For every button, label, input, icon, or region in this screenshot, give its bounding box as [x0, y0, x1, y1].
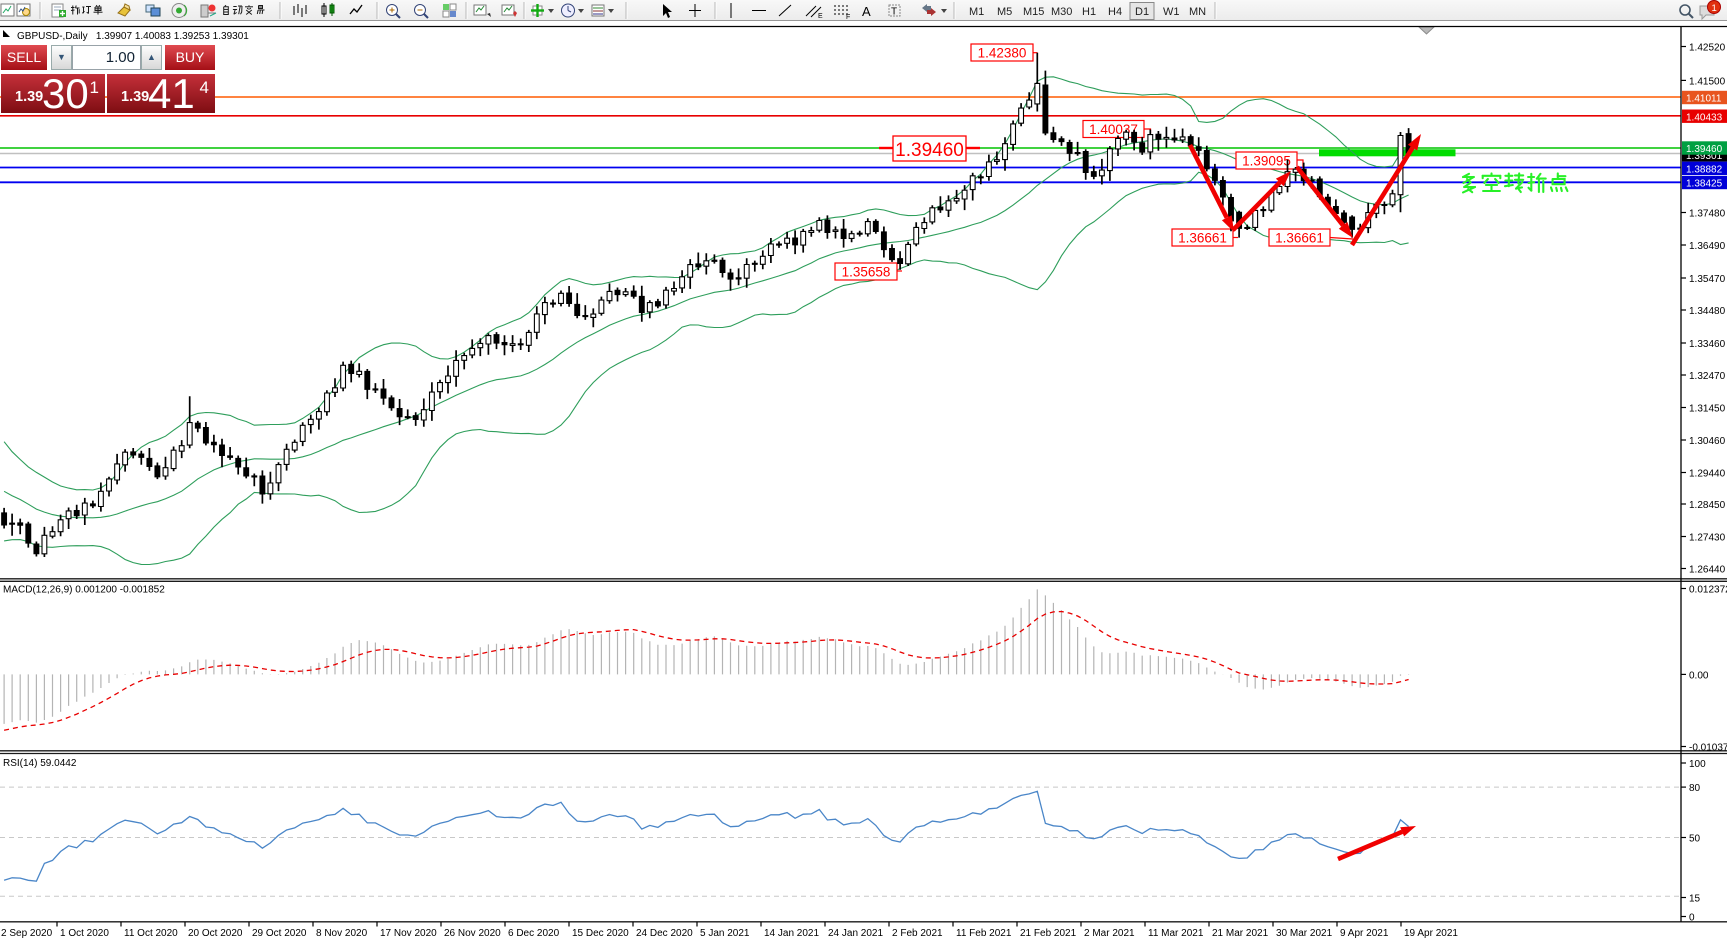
svg-text:1.32470: 1.32470: [1689, 371, 1726, 382]
svg-text:2 Mar 2021: 2 Mar 2021: [1084, 928, 1135, 939]
svg-text:19 Apr 2021: 19 Apr 2021: [1404, 928, 1458, 939]
svg-text:1.36661: 1.36661: [1178, 230, 1227, 245]
svg-text:8 Nov 2020: 8 Nov 2020: [316, 928, 368, 939]
svg-text:11 Feb 2021: 11 Feb 2021: [956, 928, 1012, 939]
svg-text:1.30460: 1.30460: [1689, 436, 1726, 447]
svg-text:1.40037: 1.40037: [1089, 122, 1138, 137]
svg-text:1.40433: 1.40433: [1686, 112, 1723, 123]
svg-text:1.39095: 1.39095: [1242, 153, 1291, 168]
svg-text:1.41011: 1.41011: [1686, 94, 1722, 105]
svg-text:F: F: [846, 14, 850, 21]
svg-text:9 Apr 2021: 9 Apr 2021: [1340, 928, 1389, 939]
svg-text:6 Dec 2020: 6 Dec 2020: [508, 928, 560, 939]
svg-text:H1: H1: [1082, 6, 1096, 18]
svg-text:1.37480: 1.37480: [1689, 209, 1726, 220]
svg-text:26 Nov 2020: 26 Nov 2020: [444, 928, 501, 939]
svg-text:1.33460: 1.33460: [1689, 339, 1726, 350]
svg-text:1.41500: 1.41500: [1689, 76, 1726, 87]
svg-text:11 Mar 2021: 11 Mar 2021: [1148, 928, 1204, 939]
svg-text:1.39460: 1.39460: [1686, 144, 1723, 155]
svg-text:1.27430: 1.27430: [1689, 533, 1726, 544]
svg-text:MN: MN: [1189, 6, 1206, 18]
svg-text:1.36661: 1.36661: [1275, 230, 1324, 245]
svg-text:E: E: [818, 13, 823, 20]
svg-text:1: 1: [1712, 3, 1717, 14]
svg-text:50: 50: [1689, 834, 1701, 845]
svg-text:15: 15: [1689, 894, 1701, 905]
svg-text:24 Dec 2020: 24 Dec 2020: [636, 928, 693, 939]
svg-text:M30: M30: [1051, 6, 1072, 18]
svg-text:1.29440: 1.29440: [1689, 469, 1726, 480]
svg-text:1.31450: 1.31450: [1689, 404, 1726, 415]
svg-text:D1: D1: [1135, 6, 1149, 18]
svg-text:1.36490: 1.36490: [1689, 241, 1726, 252]
svg-text:M5: M5: [997, 6, 1012, 18]
svg-text:80: 80: [1689, 783, 1701, 794]
svg-text:0.012372: 0.012372: [1689, 585, 1727, 596]
svg-text:30 Mar 2021: 30 Mar 2021: [1276, 928, 1333, 939]
svg-text:MACD(12,26,9) 0.001200 -0.0018: MACD(12,26,9) 0.001200 -0.001852: [3, 585, 165, 596]
svg-text:M1: M1: [969, 6, 984, 18]
svg-text:T: T: [891, 7, 897, 18]
svg-text:0.00: 0.00: [1689, 670, 1709, 681]
svg-text:14 Jan 2021: 14 Jan 2021: [764, 928, 819, 939]
svg-text:1.38425: 1.38425: [1686, 179, 1723, 190]
svg-text:5 Jan 2021: 5 Jan 2021: [700, 928, 750, 939]
svg-text:1.28450: 1.28450: [1689, 500, 1726, 511]
svg-text:15 Dec 2020: 15 Dec 2020: [572, 928, 629, 939]
svg-text:24 Jan 2021: 24 Jan 2021: [828, 928, 883, 939]
svg-text:0: 0: [1689, 913, 1695, 924]
svg-text:2 Sep 2020: 2 Sep 2020: [1, 928, 53, 939]
svg-text:W1: W1: [1163, 6, 1180, 18]
svg-text:1.26440: 1.26440: [1689, 565, 1726, 576]
svg-text:1.39301: 1.39301: [1686, 151, 1723, 162]
svg-text:1.35658: 1.35658: [842, 264, 891, 279]
svg-text:GBPUSD-,Daily 1.39907 1.4008: GBPUSD-,Daily 1.39907 1.40083 1.39253 1.…: [17, 31, 249, 42]
svg-text:H4: H4: [1108, 6, 1122, 18]
svg-text:1 Oct 2020: 1 Oct 2020: [60, 928, 109, 939]
svg-text:21 Feb 2021: 21 Feb 2021: [1020, 928, 1077, 939]
svg-text:A: A: [862, 4, 871, 19]
svg-text:1.35470: 1.35470: [1689, 274, 1726, 285]
svg-text:17 Nov 2020: 17 Nov 2020: [380, 928, 437, 939]
svg-text:1.34480: 1.34480: [1689, 306, 1726, 317]
svg-text:29 Oct 2020: 29 Oct 2020: [252, 928, 307, 939]
svg-text:20 Oct 2020: 20 Oct 2020: [188, 928, 243, 939]
svg-text:RSI(14) 59.0442: RSI(14) 59.0442: [3, 758, 77, 769]
svg-text:100: 100: [1689, 759, 1706, 770]
svg-text:-0.010374: -0.010374: [1689, 743, 1727, 754]
svg-text:1.38882: 1.38882: [1686, 165, 1723, 176]
svg-text:11 Oct 2020: 11 Oct 2020: [124, 928, 178, 939]
svg-text:M15: M15: [1023, 6, 1044, 18]
svg-text:2 Feb 2021: 2 Feb 2021: [892, 928, 943, 939]
svg-text:1.42520: 1.42520: [1689, 43, 1726, 54]
svg-text:1.42380: 1.42380: [978, 45, 1027, 60]
svg-text:1.39460: 1.39460: [895, 140, 964, 161]
svg-text:21 Mar 2021: 21 Mar 2021: [1212, 928, 1269, 939]
